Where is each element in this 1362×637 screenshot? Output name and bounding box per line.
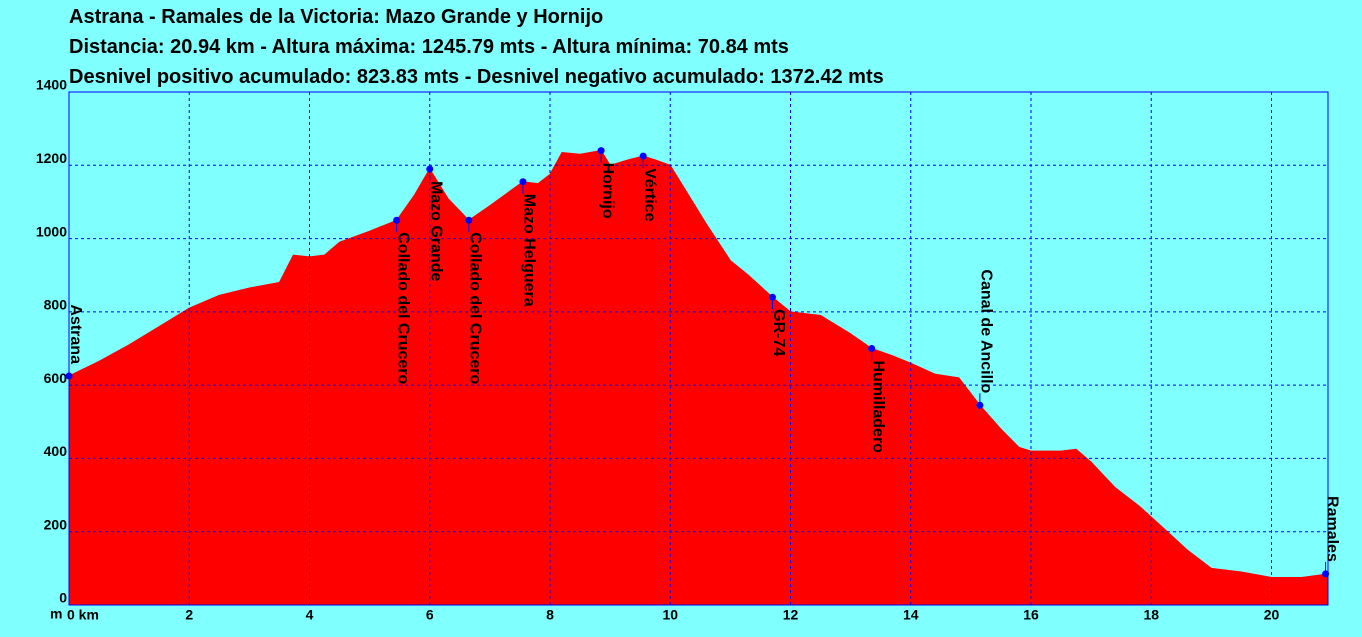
waypoint-marker [976,401,984,409]
x-tick-label: 16 [1023,607,1039,623]
x-tick-label: 0 km [67,607,99,623]
waypoint-marker [768,293,776,301]
waypoint-marker [1322,570,1330,578]
waypoint-marker [597,147,605,155]
x-tick-label: 2 [185,607,193,623]
x-tick-label: 20 [1264,607,1280,623]
y-tick-label: 400 [44,443,68,459]
y-tick-label: 1400 [36,77,67,93]
y-tick-label: 800 [44,297,68,313]
waypoint-marker [426,165,434,173]
x-tick-label: 12 [783,607,799,623]
y-tick-label: 1200 [36,150,67,166]
waypoint-label: Ramales [1323,496,1340,562]
waypoint-label: Vértice [641,168,658,221]
x-tick-label: 18 [1143,607,1159,623]
waypoint-label: Humilladero [869,361,886,454]
waypoint-label: Mazo Helguera [521,194,538,307]
waypoint-marker [393,216,401,224]
elevation-area [68,150,1329,606]
chart-subtitle: Desnivel positivo acumulado: 823.83 mts … [69,66,884,88]
x-tick-label: 8 [546,607,554,623]
y-unit: m [50,606,62,622]
waypoint-label: Collado del Crucero [467,232,484,384]
waypoint-marker [465,216,473,224]
waypoint-label: Mazo Grande [428,181,445,282]
waypoint-label: Astrana [67,304,84,364]
y-tick-label: 0 [59,590,67,606]
y-tick-label: 600 [44,370,68,386]
waypoint-label: Hornijo [599,163,616,219]
x-tick-label: 14 [903,607,919,623]
waypoint-marker [65,372,73,380]
y-tick-label: 1000 [36,223,67,239]
waypoint-marker [639,152,647,160]
waypoint-label: GR-74 [770,309,787,356]
x-tick-label: 6 [426,607,434,623]
waypoint-marker [519,178,527,186]
waypoint-label: Canal de Ancillo [978,269,995,393]
chart-subtitle: Distancia: 20.94 km - Altura máxima: 124… [69,36,789,58]
waypoint-marker [868,345,876,352]
y-tick-label: 200 [44,516,68,532]
x-tick-label: 4 [306,607,314,623]
x-tick-label: 10 [662,607,678,623]
plot-border [68,91,1329,606]
waypoint-label: Collado del Crucero [394,232,411,384]
chart-title: Astrana - Ramales de la Victoria: Mazo G… [69,6,603,28]
